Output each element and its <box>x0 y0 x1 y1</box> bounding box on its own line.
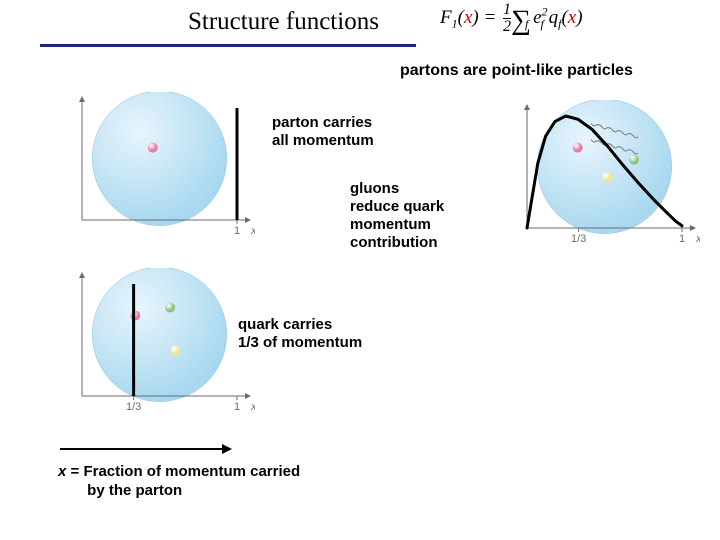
subtitle: partons are point-like particles <box>400 62 633 80</box>
x-axis-arrow <box>60 448 230 450</box>
formula: F1(x) = 12∑f e2f qf(x) <box>440 2 583 37</box>
svg-text:1/3: 1/3 <box>571 233 586 245</box>
label-gluons-reduce: gluons reduce quark momentum contributio… <box>350 180 444 252</box>
svg-text:x: x <box>695 233 700 245</box>
formula-lhs: F <box>440 7 452 28</box>
formula-q-sub: f <box>558 17 561 31</box>
svg-text:1/3: 1/3 <box>126 401 141 413</box>
formula-q: q <box>549 7 559 28</box>
svg-text:1: 1 <box>679 233 685 245</box>
formula-e-sub: f <box>541 17 544 31</box>
header-region: Structure functions F1(x) = 12∑f e2f qf(… <box>0 0 720 50</box>
panel-gluon-curve: 1/3 1x <box>505 100 700 250</box>
svg-text:1: 1 <box>234 401 240 413</box>
label-quark-carries: quark carries 1/3 of momentum <box>238 316 362 352</box>
svg-text:x: x <box>250 401 255 413</box>
title-underline <box>40 44 416 47</box>
panel-three-quarks: 1/3 1x <box>60 268 255 418</box>
formula-coef-den: 2 <box>503 18 511 35</box>
svg-text:1: 1 <box>234 225 240 237</box>
x-definition-text: = Fraction of momentum carried by the pa… <box>58 463 300 499</box>
formula-q-arg: x <box>568 7 576 28</box>
formula-sum-index: f <box>525 17 528 31</box>
formula-arg1: x <box>464 7 472 28</box>
svg-text:x: x <box>250 225 255 237</box>
x-definition: x = Fraction of momentum carried by the … <box>58 463 300 501</box>
label-parton-carries: parton carries all momentum <box>272 114 374 150</box>
formula-coef: 12 <box>503 2 511 35</box>
page-title: Structure functions <box>188 8 379 36</box>
panel-single-parton: 1x <box>60 92 255 242</box>
formula-coef-num: 1 <box>503 2 511 18</box>
sum-icon: ∑ <box>511 5 531 37</box>
arrow-line-icon <box>60 448 230 450</box>
formula-lhs-sub: 1 <box>452 17 458 31</box>
